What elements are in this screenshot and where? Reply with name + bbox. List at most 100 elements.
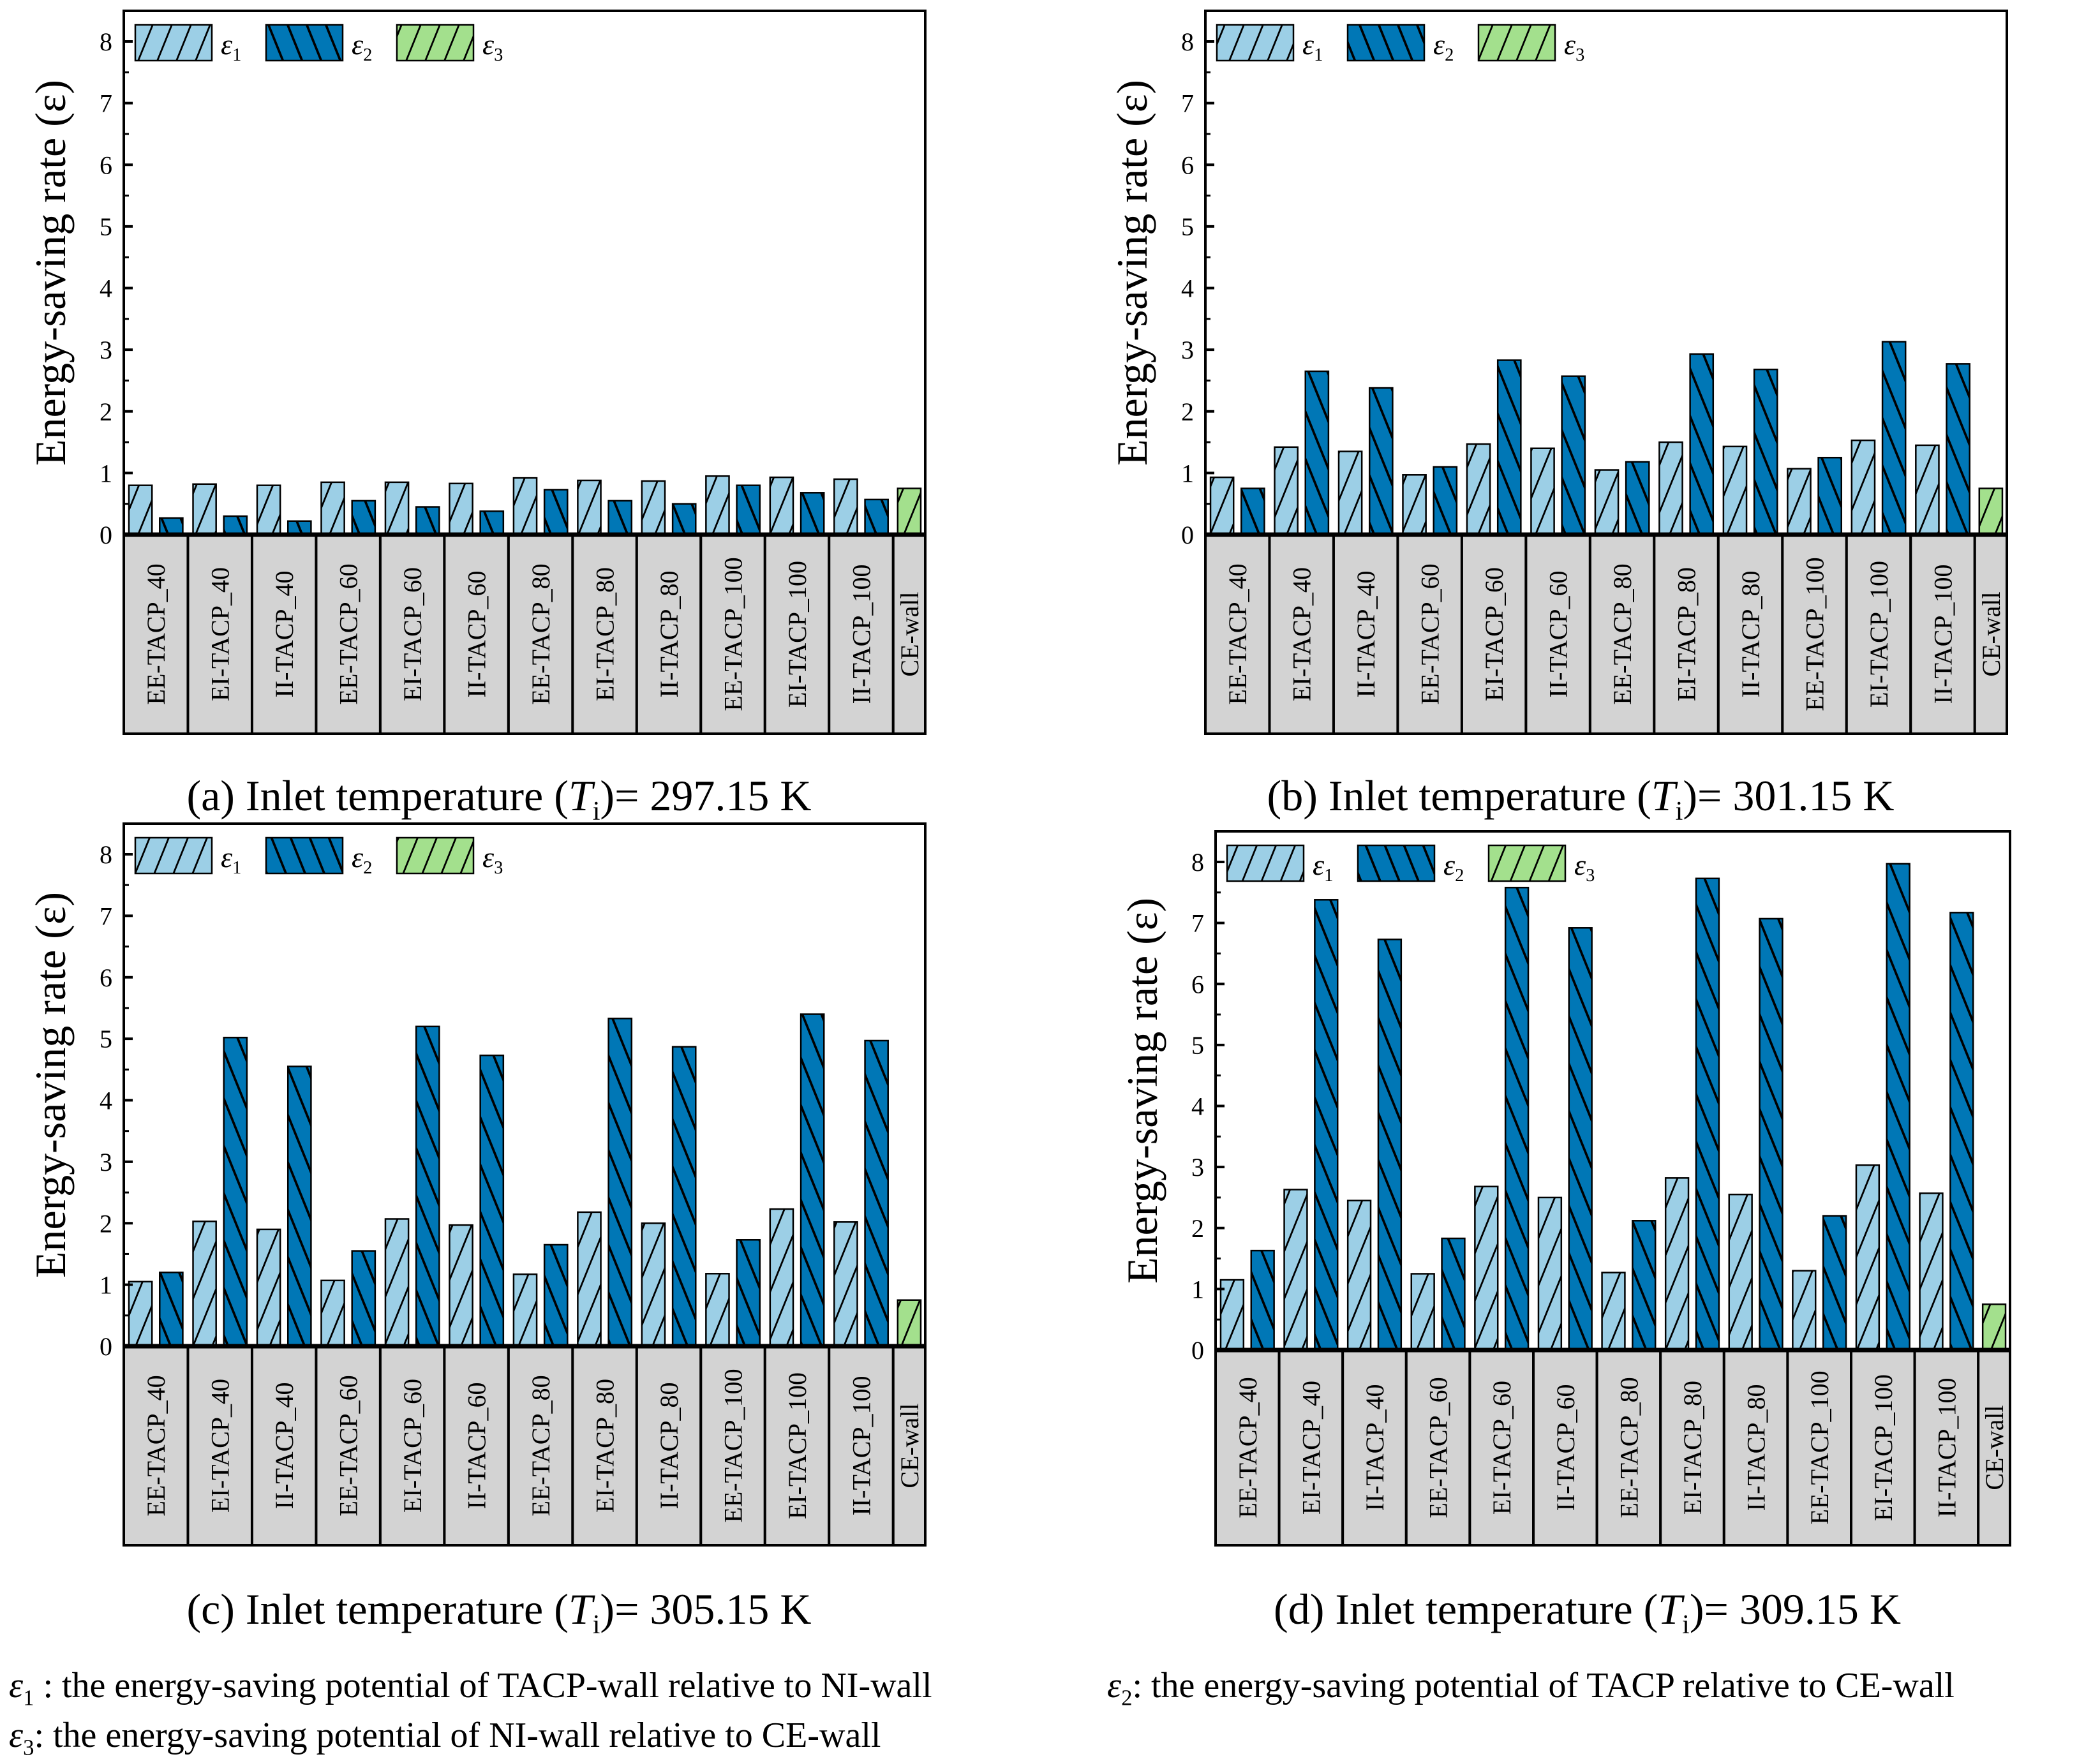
- category-label-box: [1214, 1349, 1281, 1547]
- bar-eps1: [641, 480, 666, 536]
- legend-swatch-eps1: [134, 836, 213, 875]
- bar-eps2: [479, 1054, 505, 1347]
- bar-eps1: [1594, 469, 1620, 536]
- y-tick-label: 0: [1181, 521, 1194, 549]
- bar-eps1: [512, 477, 538, 536]
- legend-swatch-eps3: [396, 24, 475, 62]
- bar-eps1: [1919, 1192, 1944, 1351]
- plot-frame: [123, 10, 927, 536]
- category-tick-label: EI-TACP_80: [1678, 1381, 1707, 1515]
- category-tick-label: EE-TACP_100: [719, 1369, 748, 1522]
- category-tick-label: EE-TACP_40: [1223, 563, 1252, 704]
- bar-eps2: [1881, 341, 1907, 536]
- footnote-symbol: ε: [9, 1716, 24, 1755]
- category-label-box: [1460, 533, 1528, 735]
- bar-eps2: [159, 1272, 184, 1347]
- y-tick-label: 6: [100, 963, 112, 992]
- y-tick-label: 4: [100, 274, 112, 303]
- category-tick-label: EE-TACP_80: [1608, 563, 1637, 704]
- y-tick-label: 5: [1191, 1031, 1204, 1060]
- category-tick-label: EI-TACP_100: [783, 561, 812, 708]
- bar-eps1: [769, 1208, 794, 1347]
- bar-eps2: [1759, 917, 1784, 1351]
- bar-eps1: [833, 478, 858, 536]
- category-label-box: [315, 533, 382, 735]
- caption-variable: T: [1658, 1585, 1685, 1633]
- category-tick-label: II-TACP_100: [1932, 1377, 1961, 1517]
- footnote-symbol: ε: [9, 1666, 24, 1705]
- y-tick-label: 0: [100, 1332, 112, 1361]
- bar-eps1: [1410, 1273, 1435, 1351]
- y-tick-label: 4: [1181, 274, 1194, 303]
- bar-eps2: [1632, 1220, 1657, 1351]
- bar-eps1: [1209, 476, 1235, 536]
- bar-eps2: [1689, 353, 1715, 536]
- legend-symbol: ε: [482, 841, 495, 873]
- y-tick-label: 1: [1191, 1275, 1204, 1303]
- caption-prefix: (d) Inlet temperature (: [1274, 1585, 1658, 1633]
- category-tick-label: EI-TACP_60: [1480, 567, 1508, 701]
- bar-eps2: [607, 500, 633, 536]
- y-tick-label: 1: [100, 459, 112, 487]
- y-tick-label: 4: [100, 1087, 112, 1115]
- bar-eps2: [671, 1046, 697, 1347]
- legend-subscript: 1: [1324, 866, 1333, 886]
- category-label-box: [571, 533, 638, 735]
- category-tick-label: EE-TACP_60: [334, 563, 363, 704]
- bar-eps1: [1274, 446, 1299, 536]
- bar-eps2: [1504, 886, 1530, 1351]
- legend-symbol: ε: [1433, 28, 1445, 61]
- category-tick-label: EI-TACP_60: [1487, 1381, 1516, 1515]
- y-axis-label: Energy-saving rate (ε): [1108, 80, 1156, 466]
- bar-eps1: [1466, 443, 1491, 536]
- legend-swatch-eps1: [1226, 844, 1305, 882]
- bar-eps3: [897, 487, 922, 536]
- y-tick-label: 2: [1181, 397, 1194, 426]
- category-label-box: [635, 533, 703, 735]
- category-tick-label: II-TACP_80: [655, 570, 683, 697]
- category-label-box: [1845, 533, 1912, 735]
- category-tick-label: II-TACP_100: [1929, 564, 1958, 704]
- bar-eps2: [1817, 456, 1843, 536]
- y-tick-label: 4: [1191, 1092, 1204, 1121]
- category-tick-label: EE-TACP_40: [142, 563, 170, 704]
- caption-subscript: i: [593, 1610, 600, 1640]
- caption-prefix: (a) Inlet temperature (: [186, 771, 568, 820]
- category-tick-label: EE-TACP_100: [719, 557, 748, 711]
- category-tick-label: EI-TACP_40: [206, 567, 235, 701]
- legend-label-eps1: ε1: [221, 28, 241, 65]
- category-label-box: [443, 533, 510, 735]
- bar-eps1: [384, 1218, 410, 1347]
- category-tick-label: EI-TACP_60: [398, 1379, 427, 1513]
- category-tick-label: II-TACP_60: [1544, 570, 1573, 697]
- category-label-box: [1277, 1349, 1344, 1547]
- legend-swatch-eps1: [134, 24, 213, 62]
- category-tick-label: EI-TACP_100: [783, 1372, 812, 1519]
- bar-eps1: [577, 1211, 602, 1347]
- legend-subscript: 3: [494, 858, 503, 878]
- bar-eps1: [192, 483, 217, 536]
- category-label-box: [1977, 1349, 2011, 1547]
- footnote-symbol: ε: [1107, 1666, 1122, 1705]
- category-tick-label: EE-TACP_100: [1801, 557, 1829, 711]
- y-tick-label: 5: [1181, 212, 1194, 241]
- category-tick-label: EE-TACP_60: [1424, 1377, 1453, 1518]
- category-label-box: [186, 533, 253, 735]
- category-label-box: [635, 1345, 703, 1547]
- bar-eps2: [223, 515, 248, 536]
- bar-eps2: [1377, 939, 1403, 1351]
- bar-eps2: [415, 506, 440, 536]
- bar-eps1: [705, 1273, 730, 1347]
- category-tick-label: II-TACP_80: [1742, 1384, 1771, 1511]
- chart-panel-a: EE-TACP_40 EI-TACP_40 II-TACP_40 EE-TACP_60…: [26, 10, 927, 826]
- category-label-box: [1532, 1349, 1598, 1547]
- category-label-box: [186, 1345, 253, 1547]
- legend-swatch-eps3: [396, 836, 475, 875]
- bar-eps1: [1664, 1177, 1690, 1351]
- legend-subscript: 2: [363, 858, 372, 878]
- panel-caption: (a) Inlet temperature (Ti)= 297.15 K: [186, 771, 811, 826]
- y-axis-label: Energy-saving rate (ε): [26, 892, 75, 1278]
- bar-eps2: [1240, 487, 1265, 536]
- y-tick-label: 2: [100, 397, 112, 426]
